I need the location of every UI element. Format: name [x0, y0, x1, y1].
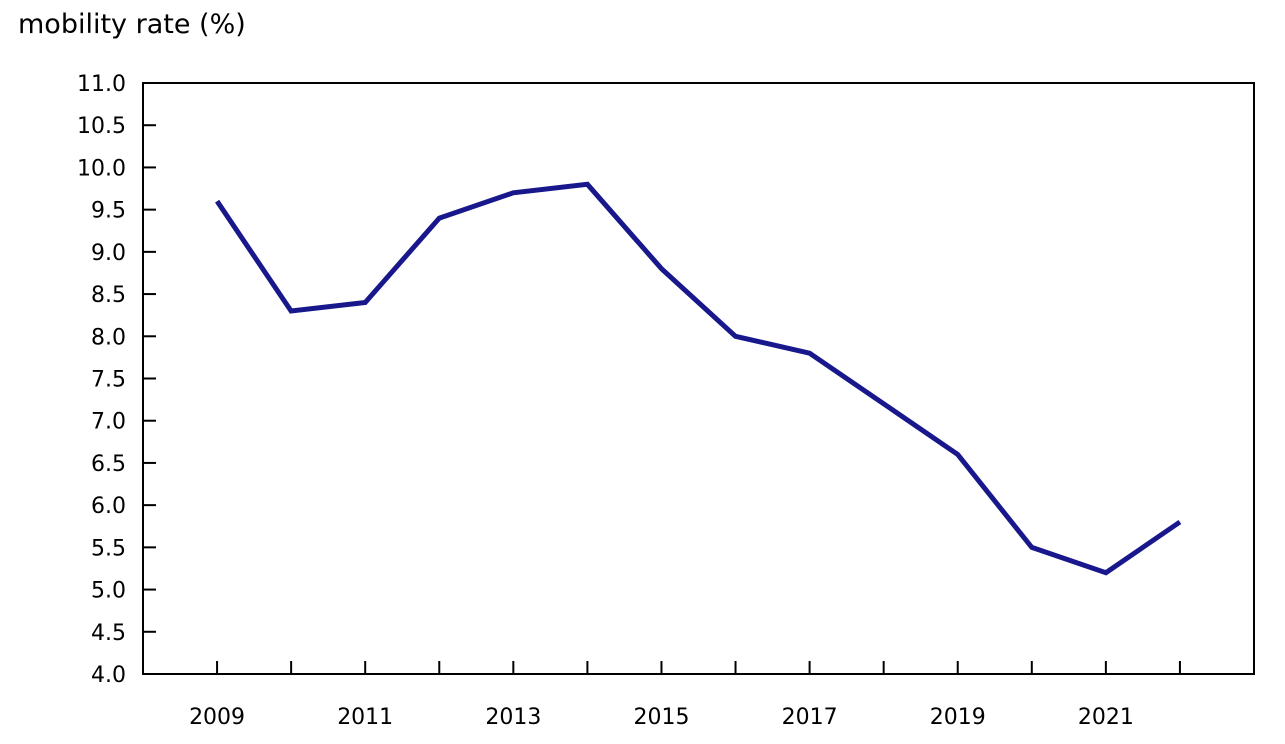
x-tick-label: 2019 — [930, 705, 986, 730]
x-tick-label: 2009 — [189, 705, 245, 730]
y-tick-label: 5.0 — [91, 579, 126, 604]
y-tick-label: 9.5 — [91, 199, 126, 224]
x-tick-label: 2011 — [337, 705, 393, 730]
y-tick-label: 10.0 — [77, 156, 126, 181]
y-tick-label: 11.0 — [77, 72, 126, 97]
y-tick-label: 7.0 — [91, 410, 126, 435]
y-tick-label: 4.0 — [91, 663, 126, 688]
y-tick-label: 4.5 — [91, 621, 126, 646]
plot-frame — [142, 82, 1255, 675]
y-tick-label: 6.5 — [91, 452, 126, 477]
chart-title: mobility rate (%) — [18, 9, 246, 40]
y-tick-label: 7.5 — [91, 368, 126, 393]
x-tick-label: 2015 — [633, 705, 689, 730]
y-tick-label: 8.5 — [91, 283, 126, 308]
x-tick-label: 2017 — [782, 705, 838, 730]
data-line-mobility-rate — [215, 181, 1182, 576]
y-tick-label: 6.0 — [91, 494, 126, 519]
y-tick-label: 9.0 — [91, 241, 126, 266]
y-tick-label: 8.0 — [91, 325, 126, 350]
y-tick-label: 5.5 — [91, 536, 126, 561]
x-tick-label: 2013 — [485, 705, 541, 730]
y-tick-label: 10.5 — [77, 114, 126, 139]
x-tick-label: 2021 — [1078, 705, 1134, 730]
